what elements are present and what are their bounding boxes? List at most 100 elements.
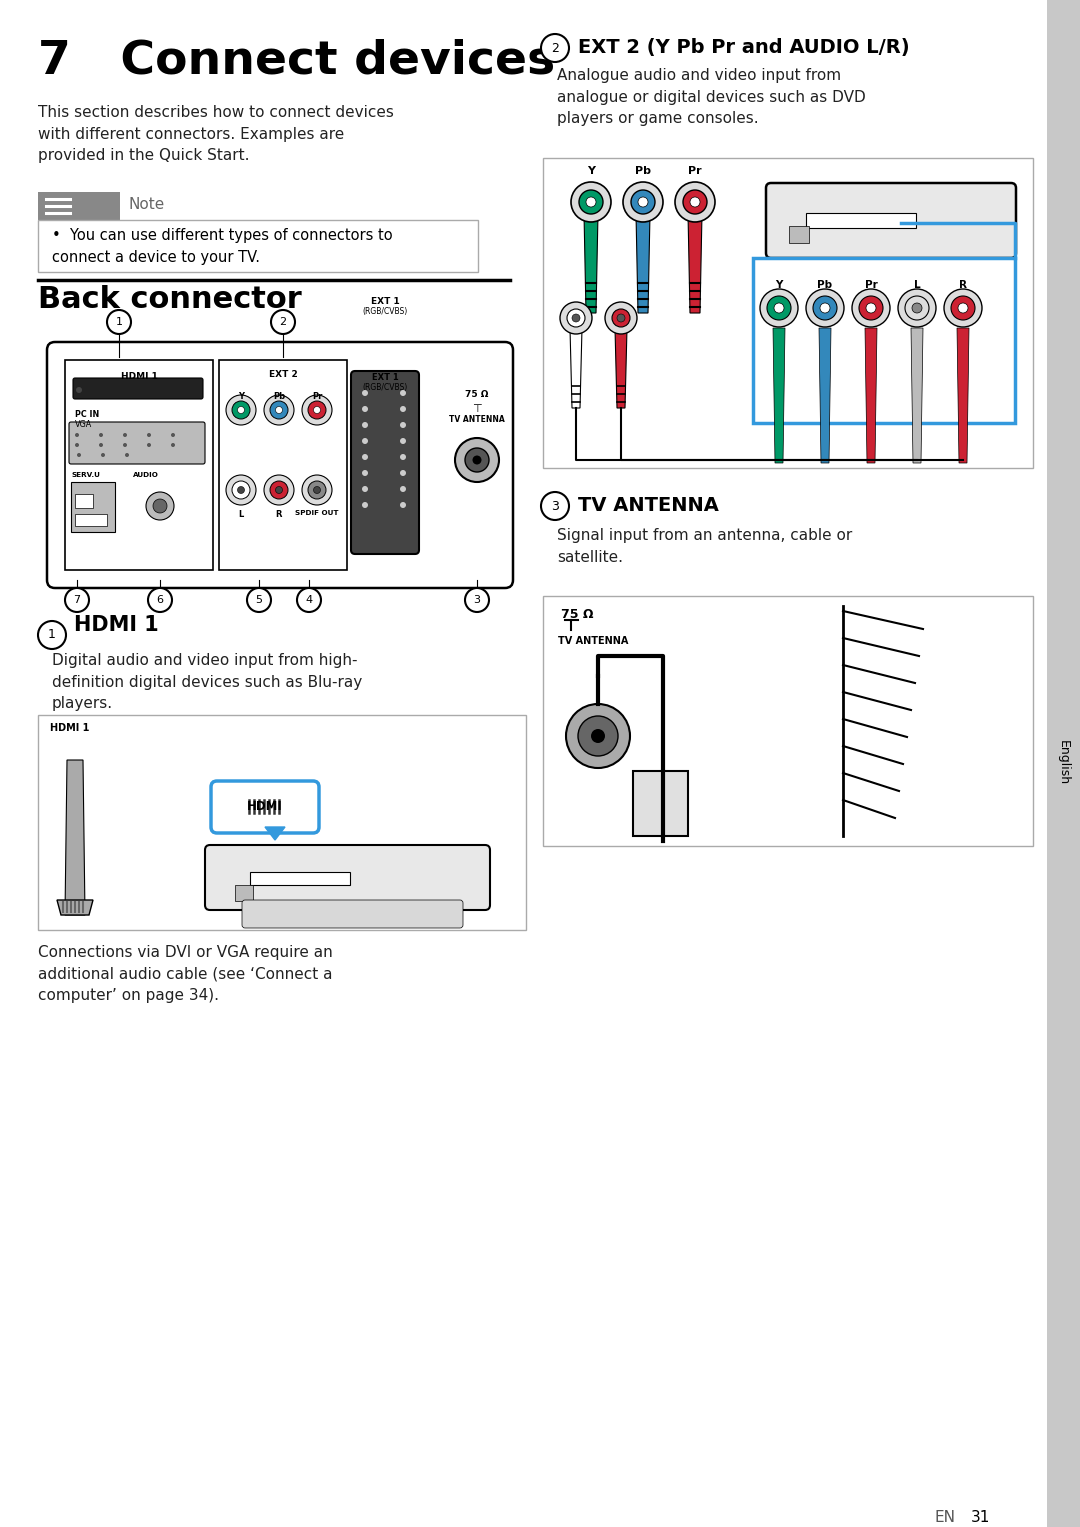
Circle shape: [232, 481, 249, 499]
Circle shape: [313, 487, 321, 493]
FancyBboxPatch shape: [69, 421, 205, 464]
Circle shape: [275, 487, 283, 493]
Circle shape: [75, 443, 79, 447]
Circle shape: [675, 182, 715, 221]
Circle shape: [905, 296, 929, 321]
Text: Note: Note: [129, 197, 164, 212]
Text: 2: 2: [280, 318, 286, 327]
Circle shape: [102, 454, 105, 457]
FancyBboxPatch shape: [351, 371, 419, 554]
Polygon shape: [912, 328, 923, 463]
Circle shape: [400, 438, 406, 444]
Bar: [38, 715, 526, 930]
Circle shape: [579, 189, 603, 214]
Text: Back connector: Back connector: [38, 286, 301, 315]
FancyBboxPatch shape: [211, 780, 319, 834]
Circle shape: [400, 421, 406, 428]
Circle shape: [226, 475, 256, 505]
Circle shape: [270, 481, 288, 499]
Circle shape: [813, 296, 837, 321]
Text: English: English: [1056, 741, 1069, 785]
Circle shape: [99, 434, 103, 437]
Bar: [235, 886, 253, 901]
Polygon shape: [570, 328, 582, 408]
Circle shape: [690, 197, 700, 208]
Circle shape: [566, 704, 630, 768]
Bar: [543, 157, 1032, 467]
Circle shape: [605, 302, 637, 334]
Circle shape: [944, 289, 982, 327]
Text: Pb: Pb: [818, 279, 833, 290]
Circle shape: [226, 395, 256, 425]
Circle shape: [125, 454, 129, 457]
Text: Connections via DVI or VGA require an
additional audio cable (see ‘Connect a
com: Connections via DVI or VGA require an ad…: [38, 945, 333, 1003]
Text: 4: 4: [306, 596, 312, 605]
Circle shape: [271, 310, 295, 334]
Text: EN: EN: [934, 1510, 955, 1525]
Circle shape: [400, 454, 406, 460]
Circle shape: [313, 406, 321, 414]
Text: Pb: Pb: [273, 392, 285, 402]
Text: EXT 2: EXT 2: [269, 370, 297, 379]
Text: EXT 1: EXT 1: [370, 296, 400, 305]
Text: Pb: Pb: [635, 166, 651, 176]
Text: 7   Connect devices: 7 Connect devices: [38, 38, 555, 82]
Circle shape: [123, 434, 127, 437]
Text: Y: Y: [588, 166, 595, 176]
Text: Y: Y: [238, 392, 244, 402]
Circle shape: [270, 402, 288, 418]
Circle shape: [65, 588, 89, 612]
Bar: [249, 872, 350, 886]
Text: 7: 7: [73, 596, 81, 605]
Circle shape: [465, 447, 489, 472]
Circle shape: [541, 34, 569, 63]
Bar: [1047, 0, 1080, 1527]
FancyBboxPatch shape: [242, 899, 463, 928]
Text: R: R: [275, 510, 282, 519]
Text: 3: 3: [473, 596, 481, 605]
Circle shape: [767, 296, 791, 321]
Text: L: L: [914, 279, 920, 290]
Text: 75 Ω: 75 Ω: [561, 608, 594, 621]
Circle shape: [38, 621, 66, 649]
Text: SPDIF OUT: SPDIF OUT: [295, 510, 339, 516]
Text: HDMI 1: HDMI 1: [50, 722, 90, 733]
Circle shape: [571, 182, 611, 221]
FancyBboxPatch shape: [48, 342, 513, 588]
Text: 31: 31: [971, 1510, 990, 1525]
Circle shape: [76, 386, 82, 392]
Text: 5: 5: [256, 596, 262, 605]
Polygon shape: [65, 760, 85, 915]
Circle shape: [362, 502, 368, 508]
Text: 6: 6: [157, 596, 163, 605]
Circle shape: [362, 438, 368, 444]
Polygon shape: [819, 328, 831, 463]
Polygon shape: [265, 828, 285, 840]
Text: L: L: [239, 510, 244, 519]
Circle shape: [99, 443, 103, 447]
Polygon shape: [636, 212, 650, 313]
Circle shape: [852, 289, 890, 327]
Text: SERV.U: SERV.U: [71, 472, 99, 478]
Circle shape: [572, 315, 580, 322]
Circle shape: [473, 455, 482, 464]
Circle shape: [455, 438, 499, 483]
Text: R: R: [959, 279, 967, 290]
Circle shape: [362, 421, 368, 428]
Circle shape: [123, 443, 127, 447]
Text: Y: Y: [775, 279, 783, 290]
Circle shape: [238, 487, 244, 493]
Circle shape: [567, 308, 585, 327]
Circle shape: [264, 475, 294, 505]
Bar: [806, 212, 916, 228]
Text: HDMI 1: HDMI 1: [121, 373, 158, 382]
Circle shape: [362, 454, 368, 460]
Circle shape: [400, 389, 406, 395]
Polygon shape: [584, 212, 598, 313]
Polygon shape: [865, 328, 877, 463]
Circle shape: [362, 406, 368, 412]
FancyBboxPatch shape: [73, 379, 203, 399]
Circle shape: [75, 434, 79, 437]
Circle shape: [951, 296, 975, 321]
Text: L: L: [572, 313, 579, 324]
